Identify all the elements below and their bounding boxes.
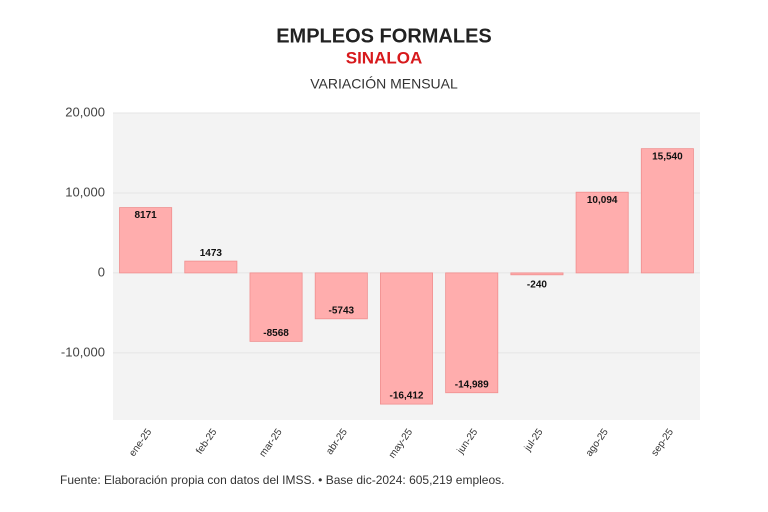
- value-label: 8171: [134, 210, 157, 221]
- chart-caption: VARIACIÓN MENSUAL: [310, 76, 458, 92]
- x-tick-label: mar-25: [257, 427, 284, 460]
- y-tick-label: 20,000: [65, 104, 105, 119]
- value-label: -8568: [263, 328, 289, 339]
- chart-subtitle: SINALOA: [346, 48, 423, 67]
- value-label: -16,412: [390, 391, 424, 402]
- bar: [119, 207, 173, 274]
- chart-title: EMPLEOS FORMALES: [276, 25, 492, 47]
- bar: [314, 272, 368, 320]
- bar: [184, 260, 238, 274]
- bar: [575, 191, 629, 274]
- value-label: -5743: [328, 305, 354, 316]
- y-tick-label: 10,000: [65, 184, 105, 199]
- x-tick-label: sep-25: [649, 427, 676, 459]
- value-label: 15,540: [652, 151, 683, 162]
- bar: [640, 148, 694, 274]
- y-tick-label: 0: [98, 264, 105, 279]
- value-label: -240: [527, 279, 547, 290]
- value-label: 10,094: [587, 195, 618, 206]
- x-tick-label: ene-25: [127, 427, 154, 459]
- x-tick-label: feb-25: [194, 427, 220, 457]
- x-tick-label: jun-25: [455, 427, 481, 457]
- bar: [249, 272, 303, 342]
- bar: [510, 272, 564, 276]
- x-tick-label: abr-25: [324, 427, 350, 457]
- y-tick-label: -10,000: [61, 344, 105, 359]
- x-tick-label: may-25: [387, 427, 415, 461]
- bar: [380, 272, 433, 405]
- source-note: Fuente: Elaboración propia con datos del…: [60, 473, 504, 487]
- value-label: -14,989: [455, 379, 489, 390]
- x-tick-label: ago-25: [584, 427, 611, 459]
- value-label: 1473: [200, 248, 223, 259]
- bar: [445, 272, 499, 394]
- x-tick-label: jul-25: [522, 427, 546, 455]
